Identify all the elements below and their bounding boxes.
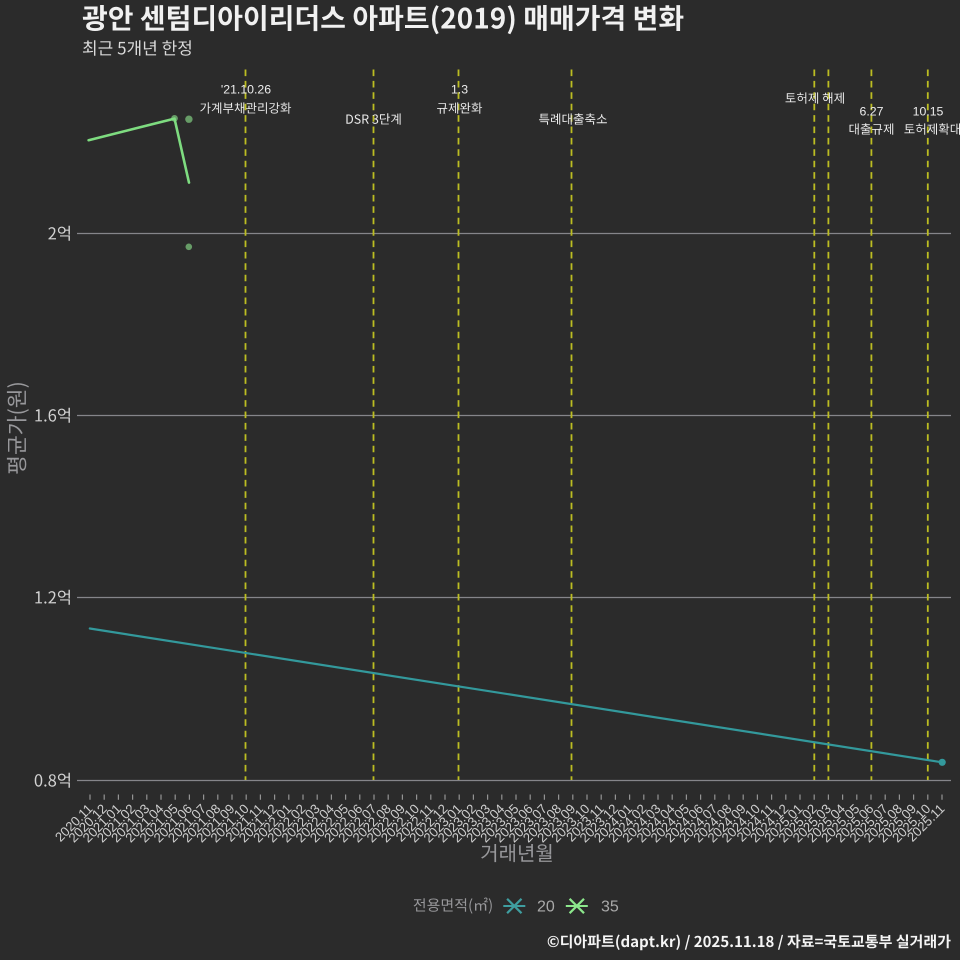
svg-text:6.27: 6.27 — [860, 104, 884, 118]
svg-text:20: 20 — [537, 899, 555, 916]
svg-text:'21.10.26: '21.10.26 — [221, 82, 271, 96]
svg-text:35: 35 — [601, 899, 619, 916]
svg-text:1.3: 1.3 — [451, 82, 468, 96]
svg-text:10.15: 10.15 — [913, 104, 944, 118]
